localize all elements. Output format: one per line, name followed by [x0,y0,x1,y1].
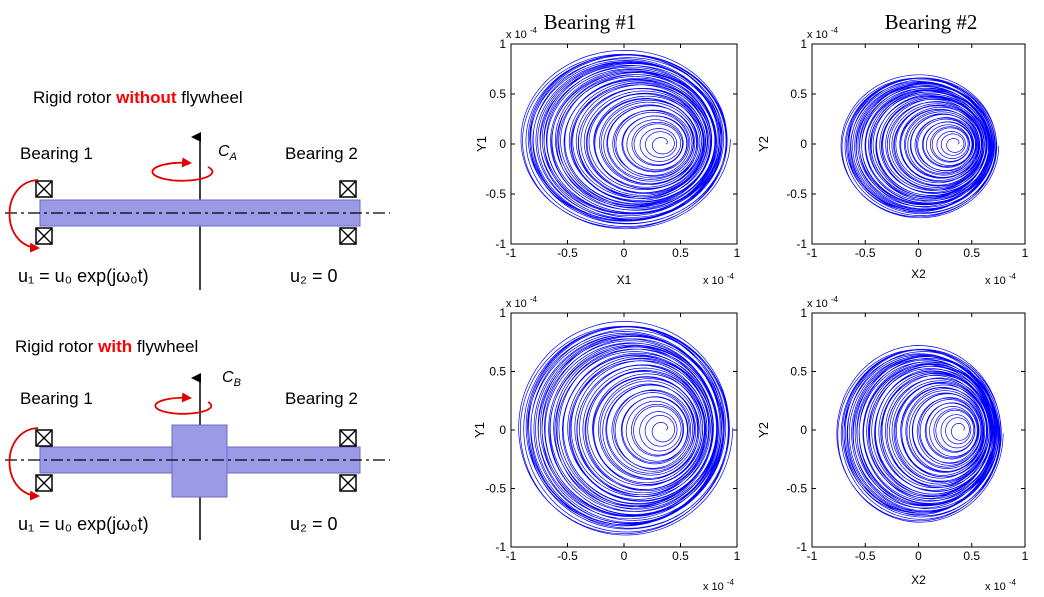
y-tick-label: 0.5 [489,365,506,379]
diagram-with-flywheel: Rigid rotor with flywheel Bearing 1 Bear… [5,337,390,540]
y-tick-label: -0.5 [786,482,807,496]
x-scale-label: x 10 -4 [985,272,1017,287]
flywheel [171,424,228,498]
y-tick-label: -0.5 [786,187,807,201]
x-scale-label: x 10 -4 [703,578,735,593]
x-tick-label: -1 [506,246,517,260]
orbit-series [520,49,731,230]
x-tick-label: 1 [1022,549,1029,563]
y-axis-label: Y2 [756,136,771,152]
x-tick-label: -0.5 [557,549,578,563]
y-tick-label: 1 [800,306,807,320]
y-axis-label: Y1 [474,136,489,152]
y-tick-label: 0 [800,423,807,437]
x-tick-label: 0 [621,246,628,260]
x-axis-label: X2 [911,267,926,281]
rotation-arrow-a [151,157,214,182]
orbit-plot-bearing1-with: -1 -0.5 0 0.5 1 1 0.5 0 -0.5 -1 x 10 -4 x 10 -4 Y1 [472,295,741,593]
x-axis-label: X2 [911,573,926,587]
y-tick-label: -1 [796,540,807,554]
bearing1-label-a: Bearing 1 [20,144,93,163]
equation-u2-b: u₂ = 0 [290,514,338,534]
y-tick-label: 0 [499,423,506,437]
bearing2-symbol-b [339,429,357,492]
y-scale-label: x 10 -4 [506,26,538,41]
y-scale-label: x 10 -4 [807,26,839,41]
bearing2-label-b: Bearing 2 [285,389,358,408]
y-tick-label: 0.5 [790,87,807,101]
x-tick-label: -1 [807,246,818,260]
x-scale-label: x 10 -4 [703,272,735,287]
x-tick-label: 0.5 [672,246,689,260]
bearing1-symbol-a [35,180,53,245]
equation-u1-b: u₁ = u₀ exp(jω₀t) [18,514,149,534]
x-tick-label: -1 [506,549,517,563]
x-tick-label: 1 [1022,246,1029,260]
orbit-series [836,345,1004,523]
y-tick-label: 0.5 [790,365,807,379]
equation-u1-a: u₁ = u₀ exp(jω₀t) [18,266,149,286]
y-tick-label: -1 [796,237,807,251]
torque-label-b: CB [222,369,241,389]
y-tick-label: -1 [495,540,506,554]
y-axis-label: Y1 [472,422,487,438]
y-tick-label: 0 [800,137,807,151]
orbit-plot-bearing1-without: -1 -0.5 0 0.5 1 1 0.5 0 -0.5 -1 x 10 -4 x 10 -4 X1 Y1 [474,26,741,287]
x-scale-label: x 10 -4 [985,578,1017,593]
title-with: Rigid rotor with flywheel [15,337,198,356]
y-tick-label: 1 [499,306,506,320]
column-title-bearing2: Bearing #2 [885,10,978,34]
equation-u2-a: u₂ = 0 [290,266,338,286]
y-tick-label: -0.5 [485,187,506,201]
orbit-series [840,74,1000,219]
y-tick-label: 0 [499,137,506,151]
x-tick-label: 0.5 [963,246,980,260]
x-tick-label: 0 [621,549,628,563]
column-title-bearing1: Bearing #1 [544,10,637,34]
x-tick-label: 0 [915,246,922,260]
x-tick-label: -1 [807,549,818,563]
bearing1-symbol-b [35,429,53,492]
x-tick-label: 0.5 [672,549,689,563]
y-tick-label: -1 [495,237,506,251]
diagram-without-flywheel: Rigid rotor without flywheel Bearing 1 B… [5,88,390,290]
y-scale-label: x 10 -4 [506,295,538,310]
excitation-arrow-a [8,179,40,253]
x-tick-label: 1 [734,246,741,260]
x-tick-label: -0.5 [557,246,578,260]
y-tick-label: 1 [800,37,807,51]
x-axis-label: X1 [617,273,632,287]
y-tick-label: 0.5 [489,87,506,101]
orbit-plot-bearing2-with: -1 -0.5 0 0.5 1 1 0.5 0 -0.5 -1 x 10 -4 x 10 -4 X2 Y2 [756,295,1029,593]
x-tick-label: 1 [734,549,741,563]
orbit-plot-bearing2-without: -1 -0.5 0 0.5 1 1 0.5 0 -0.5 -1 x 10 -4 x 10 -4 X2 Y2 [756,26,1029,287]
excitation-arrow-b [8,427,40,501]
bearing1-label-b: Bearing 1 [20,389,93,408]
torque-label-a: CA [218,143,237,163]
bearing2-label-a: Bearing 2 [285,144,358,163]
orbit-series [518,321,734,536]
title-without: Rigid rotor without flywheel [33,88,243,107]
x-tick-label: -0.5 [855,246,876,260]
x-tick-label: 0.5 [963,549,980,563]
bearing2-symbol-a [339,180,357,245]
y-tick-label: 1 [499,37,506,51]
x-tick-label: 0 [915,549,922,563]
y-tick-label: -0.5 [485,482,506,496]
x-tick-label: -0.5 [855,549,876,563]
y-axis-label: Y2 [756,422,771,438]
y-scale-label: x 10 -4 [807,295,839,310]
rotation-arrow-b [154,392,213,415]
